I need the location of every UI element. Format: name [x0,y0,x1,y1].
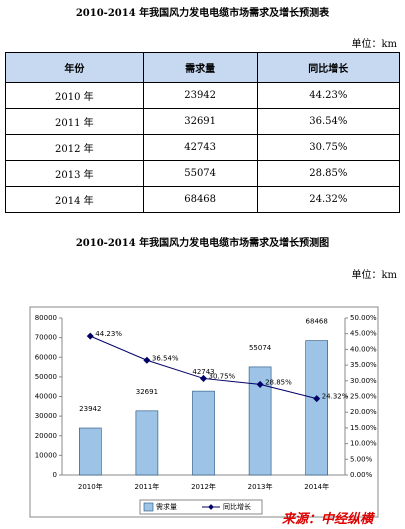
row: 2014 年 68468 24.32% [5,186,401,213]
cell: 68468 [142,186,258,213]
value-label: 42743 [192,368,214,376]
legend-label: 同比增长 [223,502,251,511]
bar [248,366,272,476]
cell: 32691 [142,108,258,135]
source: 来源：中经纵横 [282,512,374,527]
y2-tick-label: 5.00% [350,455,373,463]
y2-tick-label: 10.00% [350,440,377,448]
unit: 单位：km [351,270,397,281]
chart-title: 2010-2014 年我国风力发电电缆市场需求及增长预测图 [75,238,330,249]
y2-tick-label: 15.00% [350,424,377,432]
y2-tick-label: 50.00% [350,314,377,322]
y-tick-label: 80000 [35,314,57,322]
y-tick-label: 50000 [35,373,57,381]
value-label: 32691 [136,388,158,396]
y2-tick-label: 40.00% [350,345,377,353]
bar [192,390,215,476]
table-title: 2010-2014 年我国风力发电电缆市场需求及增长预测表 [75,8,330,19]
y-tick-label: 40000 [35,393,57,401]
x-tick-label: 2014年 [304,482,329,491]
bar [79,427,102,476]
y-tick-label: 20000 [35,432,57,440]
table: 年份 需求量 同比增长 2010 年 23942 44.23% 2011 年 32691 36.… [5,52,401,213]
y-tick-label: 10000 [35,451,57,459]
value-label: 30.75% [209,372,236,380]
cell: 30.75% [256,134,401,161]
header-cell: 同比增长 [256,52,401,83]
cell: 2011 年 [5,108,144,135]
x-tick-label: 2012年 [191,482,216,491]
row: 2011 年 32691 36.54% [5,108,401,135]
y-tick-label: 0 [53,471,57,479]
marker [143,356,151,364]
cell: 42743 [142,134,258,161]
y-tick-label: 60000 [35,353,57,361]
cell: 24.32% [256,186,401,213]
row: 2012 年 42743 30.75% [5,134,401,161]
y2-tick-label: 35.00% [350,361,377,369]
legend-swatch [208,504,214,510]
row: 2013 年 55074 28.85% [5,160,401,187]
y2-tick-label: 0.00% [350,471,373,479]
legend-swatch [143,502,154,512]
y-tick-label: 70000 [35,334,57,342]
marker [313,395,321,403]
value-label: 68468 [306,318,328,326]
y2-tick-label: 25.00% [350,393,377,401]
value-label: 23942 [79,405,101,413]
bar [135,410,159,476]
y2-tick-label: 20.00% [350,408,377,416]
cell: 2013 年 [5,160,144,187]
x-tick-label: 2013年 [248,482,273,491]
cell: 2012 年 [5,134,144,161]
y2-tick-label: 45.00% [350,330,377,338]
cell: 44.23% [256,82,401,109]
legend-frame [139,499,263,515]
y-tick-label: 30000 [35,412,57,420]
value-label: 24.32% [322,393,349,401]
value-label: 55074 [249,344,272,352]
cell: 2014 年 [5,186,144,213]
value-label: 36.54% [152,354,179,362]
y2-tick-label: 30.00% [350,377,377,385]
header-cell: 需求量 [142,52,258,83]
marker [86,332,94,340]
unit: 单位：km [351,39,397,50]
value-label: 44.23% [95,330,122,338]
marker [199,374,208,382]
chart-frame [29,306,379,518]
x-tick-label: 2011年 [134,482,159,491]
bar [305,340,329,476]
marker [256,380,264,388]
legend-label: 需求量 [156,502,177,511]
x-tick-label: 2010年 [78,482,103,491]
value-label: 28.85% [265,378,292,386]
cell: 28.85% [256,160,401,187]
